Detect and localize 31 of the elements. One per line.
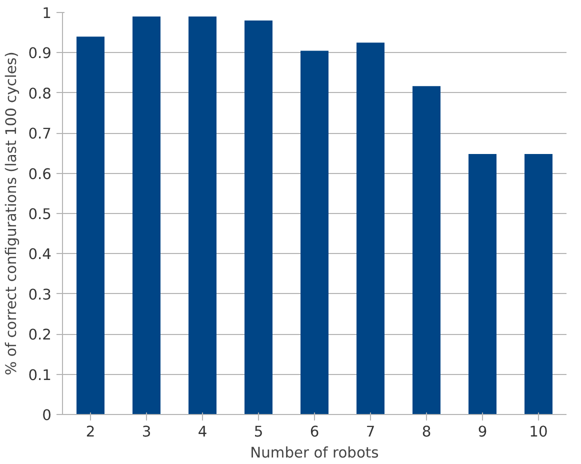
x-tick-label: 2 — [86, 424, 96, 440]
bar — [132, 16, 160, 414]
x-tick-label: 3 — [142, 424, 152, 440]
x-axis-title: Number of robots — [250, 444, 379, 462]
x-tick-label: 5 — [254, 424, 264, 440]
x-tick-label: 8 — [422, 424, 432, 440]
y-tick-label: 0.9 — [28, 45, 52, 62]
x-tick-label: 10 — [529, 424, 548, 440]
y-tick-label: 0.3 — [28, 286, 52, 304]
y-tick-label: 0.5 — [28, 206, 52, 223]
y-tick-label: 0.7 — [28, 126, 52, 143]
y-tick-label: 0.4 — [28, 246, 52, 264]
x-tick-label: 7 — [366, 424, 376, 440]
bar — [524, 154, 552, 414]
y-tick-label: 0.1 — [28, 366, 52, 384]
bar — [468, 154, 496, 414]
y-axis-title: % of correct configurations (last 100 cycles) — [3, 52, 20, 376]
x-tick-label: 4 — [198, 424, 208, 440]
y-tick-label: 0.2 — [28, 326, 52, 344]
y-tick-label: 0.8 — [28, 85, 52, 102]
bar — [300, 50, 328, 414]
bar — [188, 16, 216, 414]
bar — [412, 86, 440, 414]
bar — [76, 36, 104, 414]
x-tick-label: 9 — [478, 424, 488, 440]
y-tick-label: 0.6 — [28, 166, 52, 183]
bar — [356, 42, 384, 414]
x-tick-label: 6 — [310, 424, 320, 440]
bar — [244, 20, 272, 414]
y-tick-label: 0 — [42, 407, 52, 424]
y-tick-label: 1 — [42, 5, 52, 22]
